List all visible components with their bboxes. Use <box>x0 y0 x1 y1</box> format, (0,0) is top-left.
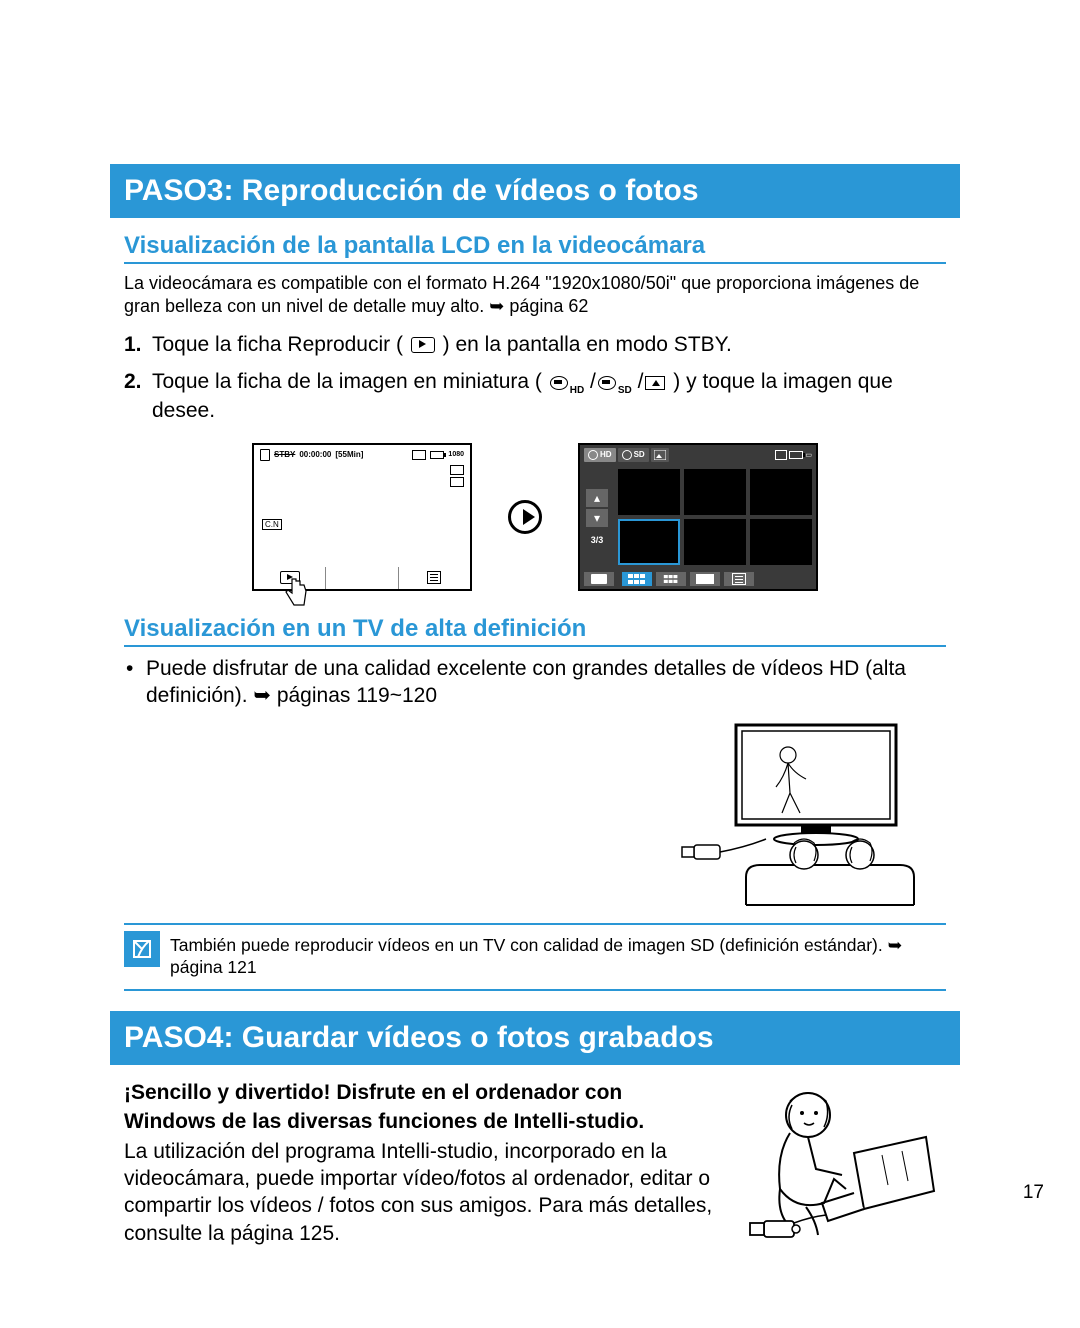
paso4-illustration <box>746 1079 946 1239</box>
thumb-cell-selected[interactable] <box>618 519 680 565</box>
step2-num: 2. <box>124 368 152 395</box>
grid-icon <box>628 574 646 584</box>
mini-icon-2 <box>450 477 464 487</box>
arrow-right-icon <box>508 500 542 534</box>
scroll-up-button[interactable]: ▴ <box>586 489 608 507</box>
note-box: También puede reproducir vídeos en un TV… <box>124 923 946 991</box>
thumb-bottombar <box>580 569 816 589</box>
sd-card-icon-2 <box>775 450 787 460</box>
thumb-cell[interactable] <box>618 469 680 515</box>
paso4-bold1: ¡Sencillo y divertido! Disfrute en el or… <box>124 1079 734 1106</box>
single-icon <box>696 574 714 584</box>
stby-screen: STBY 00:00:00 [55Min] 1080 C.N <box>252 443 472 591</box>
thumb-tab-sd[interactable]: SD <box>618 448 649 462</box>
page-number: 17 <box>1023 1182 1044 1204</box>
thumb-screen: HD SD ▭ ▴ ▾ 3/3 <box>578 443 818 591</box>
manual-page: PASO3: Reproducción de vídeos o fotos Vi… <box>110 164 960 1247</box>
battery-icon-2 <box>789 451 803 459</box>
thumb-cell[interactable] <box>684 469 746 515</box>
paso4-bold2: Windows de las diversas funciones de Int… <box>124 1108 734 1135</box>
section1-title: Visualización de la pantalla LCD en la v… <box>124 232 946 264</box>
sd-icon <box>412 450 426 460</box>
tab-sd-label: SD <box>634 450 645 459</box>
step1-num: 1. <box>124 331 152 358</box>
single-view-button[interactable] <box>690 572 720 586</box>
hand-pointer-icon <box>278 571 318 611</box>
thumb-grid <box>614 465 816 569</box>
hd-label: HD <box>570 385 584 396</box>
sd-card-icon <box>260 449 270 461</box>
thumb-cell[interactable] <box>750 469 812 515</box>
grid-view-small-button[interactable] <box>656 572 686 586</box>
thumb-cell[interactable] <box>750 519 812 565</box>
step1-pre: Toque la ficha Reproducir ( <box>152 333 403 356</box>
stby-mid-tab[interactable] <box>325 567 398 589</box>
step1-text: Toque la ficha Reproducir ( ) en la pant… <box>152 331 946 358</box>
stby-menu-tab[interactable] <box>399 567 470 589</box>
battery-icon <box>430 451 444 459</box>
thumb-tab-photo[interactable] <box>651 448 669 462</box>
scroll-down-button[interactable]: ▾ <box>586 509 608 527</box>
tab-hd-label: HD <box>600 450 612 459</box>
grid-view-button[interactable] <box>622 572 652 586</box>
photo-tab-icon <box>654 450 666 460</box>
record-mode-button[interactable] <box>584 572 614 586</box>
thumb-cell[interactable] <box>684 519 746 565</box>
film-hd-icon <box>550 376 568 390</box>
stby-time: 00:00:00 <box>299 450 331 459</box>
section2-title: Visualización en un TV de alta definició… <box>124 615 946 647</box>
page-indicator: 3/3 <box>591 535 604 545</box>
paso4-body: ¡Sencillo y divertido! Disfrute en el or… <box>124 1079 946 1247</box>
cam-icon <box>591 574 607 584</box>
film-dot-icon <box>588 450 598 460</box>
grid-small-icon <box>664 575 678 583</box>
sd-label: SD <box>618 385 632 396</box>
photo-icon <box>645 376 665 390</box>
step1: 1. Toque la ficha Reproducir ( ) en la p… <box>124 331 946 358</box>
paso4-header: PASO4: Guardar vídeos o fotos grabados <box>110 1011 960 1065</box>
thumb-left-nav: ▴ ▾ 3/3 <box>580 465 614 569</box>
section1-intro: La videocámara es compatible con el form… <box>124 272 946 317</box>
play-tab-icon <box>411 337 435 353</box>
tv-illustration <box>656 717 946 907</box>
stby-right-icons <box>450 465 464 487</box>
paso4-text: ¡Sencillo y divertido! Disfrute en el or… <box>124 1079 734 1247</box>
cn-label: C.N <box>262 519 282 530</box>
menu-icon <box>732 573 746 585</box>
menu-mini-icon <box>427 571 441 584</box>
step2-pre: Toque la ficha de la imagen en miniatura… <box>152 370 542 393</box>
mini-icon-1 <box>450 465 464 475</box>
film-dot-icon-2 <box>622 450 632 460</box>
menu-button[interactable] <box>724 572 754 586</box>
thumb-topbar: HD SD ▭ <box>580 445 816 465</box>
note-text: También puede reproducir vídeos en un TV… <box>170 931 946 983</box>
stby-topbar: STBY 00:00:00 [55Min] 1080 <box>260 449 464 461</box>
screens-row: STBY 00:00:00 [55Min] 1080 C.N <box>124 443 946 591</box>
thumb-body: ▴ ▾ 3/3 <box>580 465 816 569</box>
stby-remain: [55Min] <box>335 450 363 459</box>
paso4-body-text: La utilización del programa Intelli-stud… <box>124 1140 712 1245</box>
stby-label: STBY <box>274 450 295 459</box>
step2: 2. Toque la ficha de la imagen en miniat… <box>124 368 946 424</box>
res-label: 1080 <box>448 451 464 458</box>
paso3-header: PASO3: Reproducción de vídeos o fotos <box>110 164 960 218</box>
thumb-tab-hd[interactable]: HD <box>584 448 616 462</box>
res-icon: ▭ <box>805 451 812 459</box>
film-sd-icon <box>598 376 616 390</box>
section2-bullet: Puede disfrutar de una calidad excelente… <box>146 655 946 710</box>
note-icon <box>124 931 160 967</box>
section2: Visualización en un TV de alta definició… <box>110 615 960 991</box>
step2-text: Toque la ficha de la imagen en miniatura… <box>152 368 946 424</box>
step1-post: ) en la pantalla en modo STBY. <box>443 333 732 356</box>
